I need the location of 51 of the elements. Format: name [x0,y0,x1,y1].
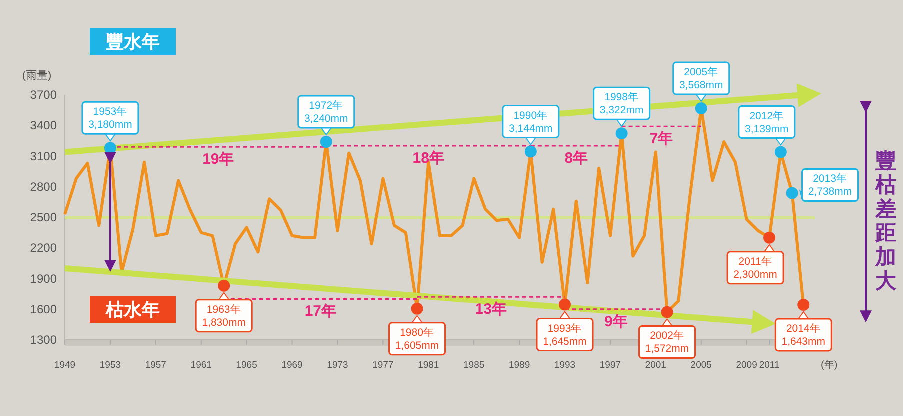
x-tick-label: 1973 [327,360,348,371]
x-tick-label: 2005 [690,360,712,371]
annotation: 19年 [202,151,234,168]
y-tick-label: 1600 [30,302,58,316]
x-tick-label: 1953 [100,360,122,371]
annotation: 2002年 1,572mm [645,330,690,356]
annotation: 13年 [475,301,507,318]
annotation: 2013年 2,738mm [808,173,852,198]
annotation: 1993年 1,645mm [543,322,588,348]
annotation: 18年 [412,150,444,168]
annotation: 2012年 3,139mm [745,110,790,136]
annotation: 1990年 3,144mm [509,110,554,135]
x-axis-title: (年) [821,359,838,371]
y-tick-label: 2800 [30,180,58,194]
annotation: 1980年 1,605mm [395,326,440,352]
x-tick-label: 1993 [554,360,576,371]
annotation: 1963年 1,830mm [202,304,246,329]
x-tick-label: 2009 [736,360,758,371]
annotation: 7年 [650,130,674,148]
annotation: 1953年 3,180mm [88,106,133,132]
x-tick-label: 1965 [236,360,258,371]
y-tick-label: 3400 [30,118,58,133]
y-axis-title: (雨量) [22,70,52,82]
text: 豐枯差距加大 [874,150,898,293]
x-tick-label: 1997 [600,360,622,371]
x-tick-label: 1989 [508,360,530,371]
x-tick-label: 1977 [372,360,394,371]
y-tick-label: 1300 [30,333,58,347]
text: 豐水年 [106,32,160,52]
x-tick-label: 1969 [282,360,303,371]
annotation: 8年 [564,150,588,168]
y-tick-label: 2500 [30,210,58,224]
annotation: 17年 [304,303,337,320]
annotation: 1998年 3,322mm [600,92,644,117]
x-tick-label: 1981 [418,360,440,371]
annotation: 1972年 3,240mm [304,100,348,125]
annotation: 2011年 2,300mm [734,256,778,281]
annotation: 2014年 1,643mm [782,322,826,348]
y-tick-label: 2200 [30,241,58,256]
y-tick-label: 1900 [30,272,58,286]
x-tick-label: 1985 [464,360,485,371]
x-tick-label: 1949 [54,360,76,371]
x-tick-label: 1957 [145,360,166,371]
x-tick-label: 2011 [759,360,780,371]
annotation: 2005年 3,568mm [679,66,724,92]
x-tick-label: 1961 [190,360,212,371]
y-tick-label: 3100 [30,149,58,164]
x-tick-label: 2001 [645,360,666,371]
annotation: 9年 [604,313,628,330]
y-tick-label: 3700 [30,88,58,102]
text: 枯水年 [105,300,160,320]
